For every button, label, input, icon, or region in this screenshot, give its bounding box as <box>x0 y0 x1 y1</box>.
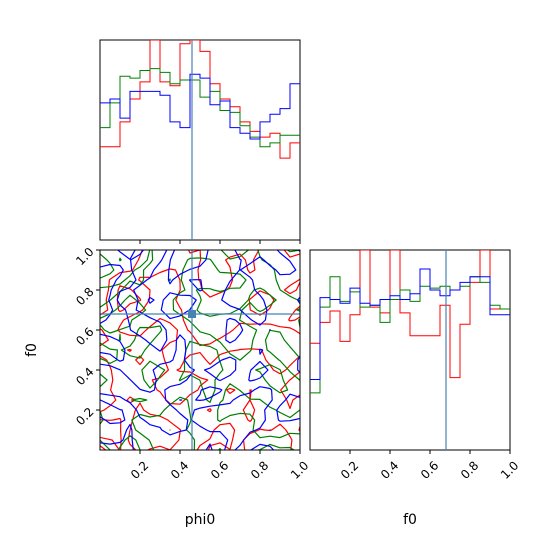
f0-y-tick-label-1: 0.4 <box>73 365 96 388</box>
phi0-histogram-ticks <box>139 240 301 244</box>
contour-series-2-level-1 <box>100 250 300 450</box>
phi0-x-axis-label: phi0 <box>185 512 216 528</box>
contour-y-ticks: 0.2 0.4 0.6 0.8 1.0 <box>73 245 100 428</box>
contour-series-1-level-1 <box>100 250 300 450</box>
phi0-hist-series-1 <box>100 68 300 148</box>
contour-series-1-level-0 <box>100 250 300 450</box>
f0-histogram-panel: 0.2 0.4 0.6 0.8 1.0 <box>309 249 521 482</box>
f0-y-tick-label-2: 0.6 <box>73 325 96 348</box>
f0-x-tick-label-4: 1.0 <box>498 458 521 481</box>
f0-x-tick-label-2: 0.6 <box>418 458 441 481</box>
contour-frame <box>99 249 301 451</box>
phi0-x-tick-label-1: 0.4 <box>168 458 191 481</box>
f0-y-tick-label-0: 0.2 <box>73 405 96 428</box>
f0-y-axis-label: f0 <box>24 343 40 357</box>
truth-marker <box>188 310 196 318</box>
f0-x-tick-label-0: 0.2 <box>338 458 361 481</box>
f0-histogram-x-ticks: 0.2 0.4 0.6 0.8 1.0 <box>338 450 521 482</box>
f0-x-axis-label: f0 <box>403 512 417 528</box>
f0-x-tick-label-1: 0.4 <box>378 458 401 481</box>
phi0-hist-series-2 <box>100 73 300 140</box>
phi0-hist-series-0 <box>100 40 300 159</box>
f0-hist-series-0 <box>310 250 510 379</box>
phi0-x-tick-label-2: 0.6 <box>208 458 231 481</box>
phi0-histogram-panel <box>99 39 301 244</box>
f0-x-tick-label-3: 0.8 <box>458 458 481 481</box>
phi0-histogram-frame <box>99 39 301 241</box>
f0-y-tick-label-4: 1.0 <box>73 245 96 268</box>
phi0-histogram-series <box>100 40 300 159</box>
phi0-x-tick-label-0: 0.2 <box>128 458 151 481</box>
contour-series-0-level-0 <box>100 250 300 450</box>
f0-y-tick-label-3: 0.8 <box>73 285 96 308</box>
contour-series <box>100 250 300 450</box>
contour-x-ticks: 0.2 0.4 0.6 0.8 1.0 <box>128 450 311 482</box>
f0-hist-series-2 <box>310 268 510 380</box>
phi0-x-tick-label-4: 1.0 <box>288 458 311 481</box>
contour-series-2-level-0 <box>100 250 297 450</box>
phi0-f0-contour-panel: 0.2 0.4 0.6 0.8 1.0 0.2 0.4 0.6 0.8 1.0 <box>73 245 311 482</box>
f0-histogram-frame <box>309 249 511 451</box>
phi0-x-tick-label-3: 0.8 <box>248 458 271 481</box>
f0-histogram-series <box>310 250 510 394</box>
